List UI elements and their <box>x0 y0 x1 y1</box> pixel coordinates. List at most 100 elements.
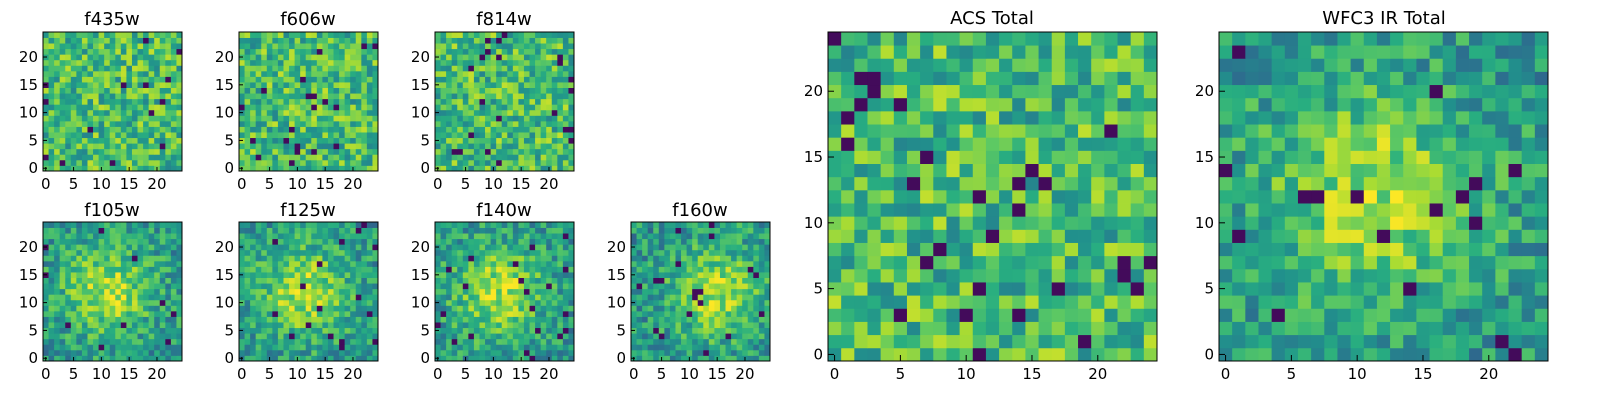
heatmap-cell <box>322 93 329 100</box>
heatmap-cell <box>316 59 323 66</box>
heatmap-cell <box>43 260 49 267</box>
heatmap-cell <box>631 310 637 317</box>
heatmap-cell <box>518 132 525 139</box>
heatmap-cell <box>451 299 458 306</box>
heatmap-cell <box>647 255 654 262</box>
heatmap-cell <box>1038 203 1053 217</box>
heatmap-cell <box>283 349 290 356</box>
heatmap-cell <box>93 137 99 144</box>
heatmap-cell <box>327 349 334 356</box>
heatmap-cell <box>43 132 49 139</box>
heatmap-cell <box>1143 347 1158 362</box>
heatmap-cell <box>642 338 649 345</box>
heatmap-cell <box>920 163 934 178</box>
heatmap-cell <box>239 115 245 122</box>
heatmap-cell <box>1038 242 1053 257</box>
heatmap-cell <box>170 338 177 345</box>
heatmap-cell <box>714 316 721 323</box>
heatmap-cell <box>165 70 172 77</box>
heatmap-cell <box>435 43 441 50</box>
heatmap-cell <box>70 37 77 44</box>
heatmap-cell <box>339 299 346 306</box>
heatmap-cell <box>1038 137 1053 151</box>
heatmap-cell <box>339 355 346 362</box>
heatmap-cell <box>266 272 273 278</box>
heatmap-cell <box>828 189 842 204</box>
heatmap-cell <box>70 70 77 77</box>
heatmap-cell <box>479 154 486 161</box>
heatmap-cell <box>104 294 111 301</box>
heatmap-cell <box>355 165 362 172</box>
heatmap-cell <box>93 43 99 50</box>
heatmap-cell <box>512 355 519 362</box>
heatmap-cell <box>490 327 497 334</box>
heatmap-cell <box>54 249 61 256</box>
heatmap-cell <box>333 115 340 122</box>
heatmap-cell <box>261 59 268 66</box>
heatmap-cell <box>496 104 503 111</box>
heatmap-cell <box>540 132 547 139</box>
heatmap-cell <box>355 70 362 77</box>
heatmap-cell <box>1012 229 1026 243</box>
heatmap-cell <box>468 233 475 240</box>
heatmap-cell <box>669 349 676 356</box>
heatmap-cell <box>48 37 55 44</box>
heatmap-cell <box>109 59 116 66</box>
heatmap-cell <box>435 338 441 345</box>
heatmap-cell <box>154 48 161 55</box>
plot-frame <box>238 221 379 362</box>
heatmap-cell <box>518 222 525 228</box>
heatmap-cell <box>277 299 284 306</box>
heatmap-cell <box>669 238 676 245</box>
heatmap-cell <box>126 82 133 88</box>
heatmap-cell <box>300 137 307 144</box>
heatmap-cell <box>435 233 441 240</box>
heatmap-cell <box>294 87 301 94</box>
heatmap-cell <box>361 316 368 323</box>
heatmap-cell <box>333 260 340 267</box>
heatmap-cell <box>109 115 116 122</box>
heatmap-cell <box>81 93 88 100</box>
heatmap-cell <box>440 87 447 94</box>
heatmap-cell <box>322 238 329 245</box>
heatmap-cell <box>435 310 441 317</box>
heatmap-cell <box>675 288 682 295</box>
heatmap-cell <box>468 65 475 72</box>
heatmap-cell <box>1012 124 1026 138</box>
heatmap-cell <box>675 327 682 334</box>
heatmap-cell <box>568 310 575 317</box>
heatmap-cell <box>131 283 138 290</box>
heatmap-cell <box>529 283 536 290</box>
heatmap-cells <box>828 32 1158 362</box>
heatmap-cell <box>333 70 340 77</box>
heatmap-cell <box>468 82 475 88</box>
heatmap-cell <box>176 272 183 278</box>
heatmap-cell <box>277 37 284 44</box>
heatmap-cell <box>43 76 49 83</box>
heatmap-cell <box>893 189 908 204</box>
heatmap-cell <box>568 132 575 139</box>
heatmap-cell <box>350 288 357 295</box>
heatmap-cell <box>289 355 295 362</box>
heatmap-cell <box>636 260 643 267</box>
heatmap-cell <box>933 295 947 309</box>
heatmap-cell <box>115 327 122 334</box>
heatmap-cell <box>70 159 77 166</box>
heatmap-cell <box>675 277 682 284</box>
heatmap-cell <box>148 283 155 290</box>
heatmap-cell <box>906 268 921 283</box>
heatmap-cell <box>109 76 116 83</box>
heatmap-cell <box>540 299 547 306</box>
heatmap-cell <box>289 344 295 351</box>
heatmap-cell <box>120 165 127 172</box>
heatmap-cell <box>283 48 290 55</box>
heatmap-cell <box>518 59 525 66</box>
heatmap-cell <box>261 48 268 55</box>
heatmap-cell <box>176 338 183 345</box>
heatmap-cell <box>327 327 334 334</box>
heatmap-cell <box>473 137 480 144</box>
heatmap-cell <box>568 59 575 66</box>
heatmap-cell <box>316 344 323 351</box>
heatmap-cell <box>562 283 569 290</box>
heatmap-cell <box>507 126 514 133</box>
